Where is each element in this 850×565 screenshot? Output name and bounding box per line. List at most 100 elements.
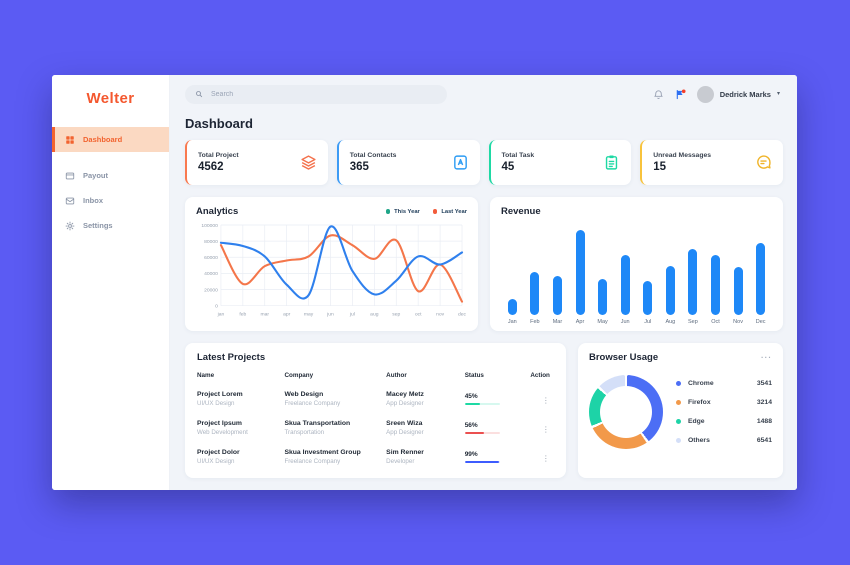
project-name-cell: Project Ipsum Web Development <box>197 420 284 437</box>
revenue-bar-column <box>501 225 524 315</box>
status-cell: 56% <box>464 422 519 435</box>
latest-projects-card: Latest Projects Name Company Author Status A… <box>185 343 566 478</box>
stat-text: Total Project 4562 <box>198 152 239 173</box>
latest-projects-title: Latest Projects <box>197 352 266 363</box>
browser-legend-item-edge: Edge 1488 <box>675 418 772 425</box>
sidebar-item-inbox[interactable]: Inbox <box>52 188 169 213</box>
revenue-x-label: Oct <box>711 319 720 325</box>
browser-legend-item-firefox: Firefox 3214 <box>675 399 772 406</box>
gear-icon <box>65 221 75 231</box>
company-cell: Skua Investment Group Freelance Company <box>284 449 386 466</box>
stat-value: 4562 <box>198 161 224 173</box>
revenue-bar-column <box>659 225 682 315</box>
browser-usage-title: Browser Usage <box>588 352 659 363</box>
sidebar-nav: Dashboard Payout Inbox Settings <box>52 127 169 238</box>
company-name: Skua Investment Group <box>284 448 361 456</box>
svg-text:20000: 20000 <box>204 287 218 293</box>
status-progress-fill <box>464 431 485 435</box>
user-menu[interactable]: Dedrick Marks ▾ <box>696 85 780 103</box>
legend-dot <box>675 400 681 405</box>
revenue-x-label: Apr <box>575 319 585 325</box>
revenue-x-label: Jan <box>507 319 517 325</box>
revenue-bar <box>710 254 720 315</box>
table-row: Project Lorem UI/UX Design Web Design Freel… <box>197 390 554 408</box>
company-cell: Web Design Freelance Company <box>284 391 386 408</box>
stat-text: Unread Messages 15 <box>653 152 711 173</box>
revenue-bar-column <box>546 225 569 315</box>
dots-vertical-icon[interactable]: ⋮ <box>541 425 550 434</box>
wallet-icon <box>65 171 75 181</box>
author-role: App Designer <box>386 400 424 408</box>
search-bar[interactable] <box>185 84 447 104</box>
table-row: Project Ipsum Web Development Skua Transpo… <box>197 419 554 437</box>
legend-item-last-year: Last Year <box>432 208 467 215</box>
stat-text: Total Task 45 <box>502 152 535 173</box>
company-type: Freelance Company <box>284 458 341 466</box>
revenue-bar-column <box>727 225 750 315</box>
project-name: Project Ipsum <box>197 419 242 427</box>
sidebar-item-label: Dashboard <box>83 135 123 144</box>
revenue-bar <box>575 229 585 315</box>
stat-card-unread-messages: Unread Messages 15 <box>640 140 783 185</box>
chevron-down-icon: ▾ <box>776 91 780 97</box>
sidebar-item-payout[interactable]: Payout <box>52 163 169 188</box>
sidebar-item-dashboard[interactable]: Dashboard <box>52 127 169 152</box>
stat-card-total-project: Total Project 4562 <box>185 140 328 185</box>
bell-icon[interactable] <box>653 89 664 100</box>
status-cell: 45% <box>464 393 519 406</box>
sidebar-item-label: Inbox <box>83 196 103 205</box>
revenue-bar-column <box>636 225 659 315</box>
status-progress-bar <box>464 431 500 435</box>
browser-usage-legend: Chrome 3541 Firefox 3214 Edge 1488 Others 6541 <box>675 380 772 444</box>
search-input[interactable] <box>211 90 437 98</box>
author-role: Developer <box>386 458 415 466</box>
dots-vertical-icon[interactable]: ⋮ <box>541 454 550 463</box>
revenue-x-label: Mar <box>552 319 563 325</box>
legend-dot <box>675 419 681 424</box>
status-progress-bar <box>464 460 500 464</box>
sidebar-item-label: Payout <box>83 171 109 180</box>
company-name: Skua Transportation <box>284 419 351 427</box>
legend-label: Last Year <box>441 208 467 215</box>
legend-dot <box>432 209 438 214</box>
table-row: Project Dolor UI/UX Design Skua Investment… <box>197 448 554 466</box>
flag-icon[interactable] <box>675 88 686 100</box>
donut-hole <box>599 386 652 438</box>
browser-usage-card: Browser Usage ··· Chrome 3541 Firefox 3214 E… <box>577 343 783 478</box>
svg-text:0: 0 <box>215 303 218 309</box>
revenue-bar <box>530 271 540 315</box>
revenue-x-label: Dec <box>755 319 766 325</box>
revenue-x-label: Jul <box>644 319 652 325</box>
status-progress-bar <box>464 402 500 406</box>
svg-text:jul: jul <box>349 312 355 318</box>
sidebar-item-settings[interactable]: Settings <box>52 213 169 238</box>
revenue-bar <box>756 243 766 315</box>
revenue-x-label: May <box>597 319 608 325</box>
browser-value: 3541 <box>756 380 772 387</box>
more-options-button[interactable]: ··· <box>761 353 772 362</box>
revenue-bar <box>665 265 675 315</box>
author-name: Sreen Wiza <box>386 419 423 427</box>
project-name-cell: Project Lorem UI/UX Design <box>197 391 284 408</box>
project-category: UI/UX Design <box>197 400 235 408</box>
action-cell: ⋮ <box>518 390 554 408</box>
browser-legend-item-others: Others 6541 <box>675 437 772 444</box>
company-name: Web Design <box>284 390 324 398</box>
revenue-x-label: Nov <box>733 319 743 325</box>
browser-value: 6541 <box>756 437 772 444</box>
author-cell: Sim Renner Developer <box>386 449 465 466</box>
revenue-bar <box>643 280 653 315</box>
svg-text:jun: jun <box>326 312 334 318</box>
svg-text:feb: feb <box>239 312 246 318</box>
project-name-cell: Project Dolor UI/UX Design <box>197 449 284 466</box>
revenue-bar-chart <box>501 225 772 315</box>
charts-row: Analytics This Year Last Year 0 20000 40000… <box>185 197 783 331</box>
revenue-bar-column <box>524 225 547 315</box>
dashboard-grid-icon <box>65 135 75 145</box>
dots-vertical-icon[interactable]: ⋮ <box>541 396 550 405</box>
stat-card-total-task: Total Task 45 <box>488 140 632 185</box>
column-header-action: Action <box>530 372 550 379</box>
legend-item-this-year: This Year <box>385 209 420 215</box>
revenue-card: Revenue Jan Feb Mar Apr May Jun Jul Aug Sep Oct No… <box>490 197 783 331</box>
